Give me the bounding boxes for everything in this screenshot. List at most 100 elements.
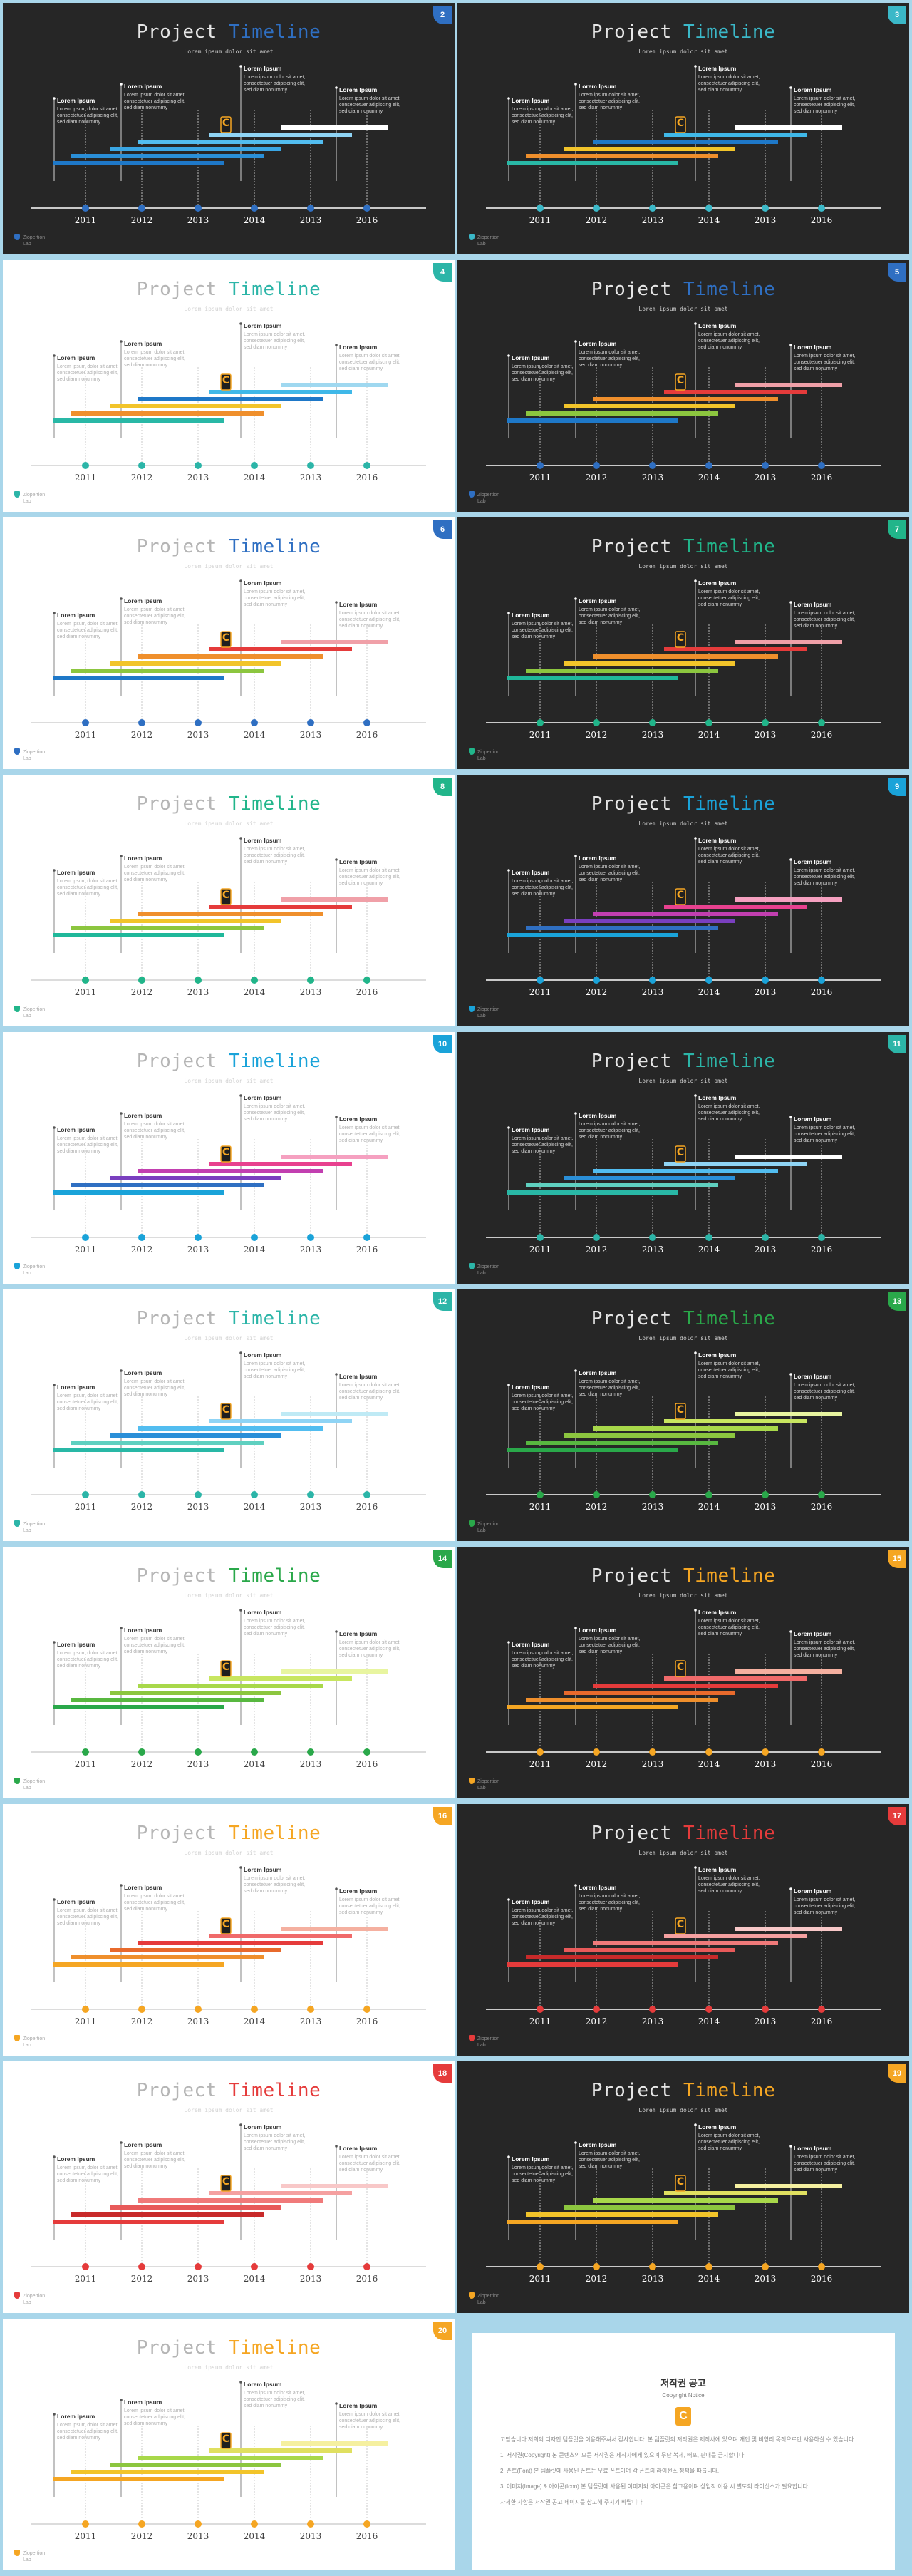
copyright-notice-slide: 저작권 공고 Copyright Notice C 고맙습니다 저희의 디자인 …	[472, 2333, 895, 2570]
timeline-bar	[110, 661, 281, 666]
timeline-slide[interactable]: C 7 Project Timeline Lorem ipsum dolor sit …	[457, 517, 909, 769]
title-word-timeline: Timeline	[229, 21, 321, 43]
timeline-slide[interactable]: C 2 Project Timeline Lorem ipsum dolor sit …	[3, 3, 455, 254]
timeline-slide[interactable]: C 14 Project Timeline Lorem ipsum dolor sit…	[3, 1547, 455, 1798]
year-label: 2016	[356, 2274, 378, 2284]
note-pointer-dot	[694, 65, 697, 68]
milestone-body: Lorem ipsum dolor sit amet, consectetuer…	[244, 2390, 306, 2408]
year-dot	[251, 205, 258, 212]
title-word-project: Project	[591, 1051, 672, 1072]
year-dot	[138, 2520, 145, 2528]
note-pointer-dot	[239, 1609, 242, 1612]
title-word-project: Project	[136, 1565, 217, 1587]
slide-number-badge: 7	[888, 520, 906, 539]
shield-icon	[14, 1263, 20, 1270]
timeline-bar	[71, 2212, 264, 2217]
note-pointer-dot	[120, 340, 123, 343]
brand-name: Ziopertion	[23, 1264, 46, 1270]
timeline-bar	[209, 390, 352, 394]
year-label: 2013	[754, 473, 777, 483]
timeline-slide[interactable]: C 3 Project Timeline Lorem ipsum dolor sit …	[457, 3, 909, 254]
year-label: 2011	[529, 473, 551, 483]
brand-sub: Lab	[23, 2299, 31, 2305]
milestone-note: Lorem Ipsum Lorem ipsum dolor sit amet, c…	[512, 354, 576, 383]
year-label: 2013	[187, 1245, 209, 1254]
timeline-slide[interactable]: C 17 Project Timeline Lorem ipsum dolor sit…	[457, 1804, 909, 2056]
timeline-bar	[507, 933, 678, 937]
title-word-project: Project	[591, 793, 672, 815]
brand-footer: Ziopertion Lab	[469, 2292, 499, 2306]
milestone-note: Lorem Ipsum Lorem ipsum dolor sit amet, c…	[339, 2145, 403, 2174]
milestone-heading: Lorem Ipsum	[794, 86, 832, 93]
timeline-slide[interactable]: C 18 Project Timeline Lorem ipsum dolor sit…	[3, 2061, 455, 2313]
milestone-body: Lorem ipsum dolor sit amet, consectetuer…	[579, 1379, 641, 1397]
year-dot	[762, 977, 769, 984]
timeline-graphic	[31, 65, 426, 212]
year-label: 2011	[74, 1759, 97, 1769]
timeline-slide[interactable]: C 5 Project Timeline Lorem ipsum dolor sit …	[457, 260, 909, 512]
slide-number-badge: 20	[433, 2322, 452, 2340]
timeline-graphic	[31, 579, 426, 726]
logo-letter: C	[222, 1919, 230, 1930]
timeline-slide[interactable]: C 10 Project Timeline Lorem ipsum dolor sit…	[3, 1032, 455, 1284]
timeline-slide[interactable]: C 13 Project Timeline Lorem ipsum dolor sit…	[457, 1289, 909, 1541]
milestone-heading: Lorem Ipsum	[244, 837, 282, 844]
timeline-slide[interactable]: C 11 Project Timeline Lorem ipsum dolor sit…	[457, 1032, 909, 1284]
title-word-timeline: Timeline	[683, 1308, 776, 1329]
milestone-heading: Lorem Ipsum	[124, 2399, 162, 2406]
slide-title: Project Timeline	[457, 1308, 909, 1329]
timeline-bar	[593, 912, 778, 916]
logo-letter: C	[222, 375, 230, 386]
slide-number-badge: 4	[433, 263, 452, 282]
timeline-graphic	[486, 1351, 881, 1498]
milestone-note: Lorem Ipsum Lorem ipsum dolor sit amet, c…	[244, 579, 308, 609]
timeline-slide[interactable]: C 20 Project Timeline Lorem ipsum dolor sit…	[3, 2319, 455, 2570]
timeline-slide[interactable]: C 6 Project Timeline Lorem ipsum dolor sit …	[3, 517, 455, 769]
milestone-note: Lorem Ipsum Lorem ipsum dolor sit amet, c…	[244, 2123, 308, 2153]
year-dot	[818, 1748, 825, 1756]
note-pointer-dot	[120, 855, 123, 857]
timeline-slide[interactable]: C 19 Project Timeline Lorem ipsum dolor sit…	[457, 2061, 909, 2313]
year-dot	[195, 1748, 202, 1756]
logo-mark	[675, 888, 686, 905]
slide-number-badge: 17	[888, 1807, 906, 1825]
timeline-graphic	[31, 1609, 426, 1756]
milestone-body: Lorem ipsum dolor sit amet, consectetuer…	[579, 92, 641, 110]
note-pointer-dot	[53, 2155, 56, 2158]
milestone-note: Lorem Ipsum Lorem ipsum dolor sit amet, c…	[57, 2413, 121, 2442]
year-dot	[195, 2006, 202, 2013]
year-dot	[363, 462, 370, 469]
note-pointer-dot	[335, 86, 338, 89]
milestone-body: Lorem ipsum dolor sit amet, consectetuer…	[698, 846, 760, 865]
notice-paragraph: 3. 이미지(Image) & 아이콘(Icon) 본 템플릿에 사용된 이미지…	[500, 2483, 810, 2490]
timeline-bar	[209, 2191, 352, 2195]
year-label: 2016	[810, 2016, 833, 2026]
note-pointer-dot	[694, 1866, 697, 1869]
timeline-bar	[735, 383, 842, 387]
slide-subtitle: Lorem ipsum dolor sit amet	[638, 820, 728, 827]
slide-subtitle: Lorem ipsum dolor sit amet	[638, 1335, 728, 1341]
timeline-slide[interactable]: C 9 Project Timeline Lorem ipsum dolor sit …	[457, 775, 909, 1026]
timeline-slide[interactable]: C 15 Project Timeline Lorem ipsum dolor sit…	[457, 1547, 909, 1798]
year-dot	[537, 1234, 544, 1241]
year-dot	[195, 2263, 202, 2270]
timeline-slide[interactable]: C 4 Project Timeline Lorem ipsum dolor sit …	[3, 260, 455, 512]
brand-sub: Lab	[477, 498, 486, 504]
milestone-note: Lorem Ipsum Lorem ipsum dolor sit amet, c…	[698, 579, 762, 609]
milestone-note: Lorem Ipsum Lorem ipsum dolor sit amet, c…	[124, 1884, 188, 1913]
timeline-bar	[110, 1948, 281, 1952]
year-dot	[537, 205, 544, 212]
year-dot	[251, 1491, 258, 1498]
milestone-note: Lorem Ipsum Lorem ipsum dolor sit amet, c…	[339, 1116, 403, 1145]
milestone-body: Lorem ipsum dolor sit amet, consectetuer…	[244, 846, 306, 865]
timeline-slide[interactable]: C 8 Project Timeline Lorem ipsum dolor sit …	[3, 775, 455, 1026]
timeline-bar	[664, 390, 807, 394]
brand-footer: Ziopertion Lab	[469, 2035, 499, 2049]
year-dot	[593, 2006, 600, 2013]
logo-letter: C	[222, 1404, 230, 1416]
timeline-slide[interactable]: C 16 Project Timeline Lorem ipsum dolor sit…	[3, 1804, 455, 2056]
timeline-bar	[281, 1669, 388, 1674]
brand-sub: Lab	[477, 2299, 486, 2305]
logo-letter: C	[676, 890, 685, 901]
timeline-slide[interactable]: C 12 Project Timeline Lorem ipsum dolor sit…	[3, 1289, 455, 1541]
